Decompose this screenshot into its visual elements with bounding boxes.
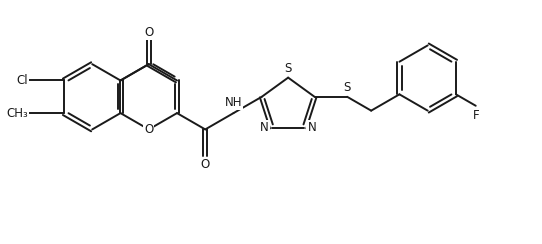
Text: S: S	[344, 81, 351, 94]
Text: F: F	[473, 109, 479, 122]
Text: N: N	[307, 121, 316, 134]
Text: S: S	[285, 62, 292, 75]
Text: CH₃: CH₃	[7, 107, 28, 120]
Text: O: O	[144, 26, 153, 39]
Text: N: N	[260, 121, 269, 134]
Text: CH₃: CH₃	[7, 107, 28, 120]
Text: O: O	[144, 123, 153, 136]
Text: O: O	[201, 159, 210, 172]
Text: Cl: Cl	[16, 74, 28, 87]
Text: NH: NH	[225, 96, 242, 109]
